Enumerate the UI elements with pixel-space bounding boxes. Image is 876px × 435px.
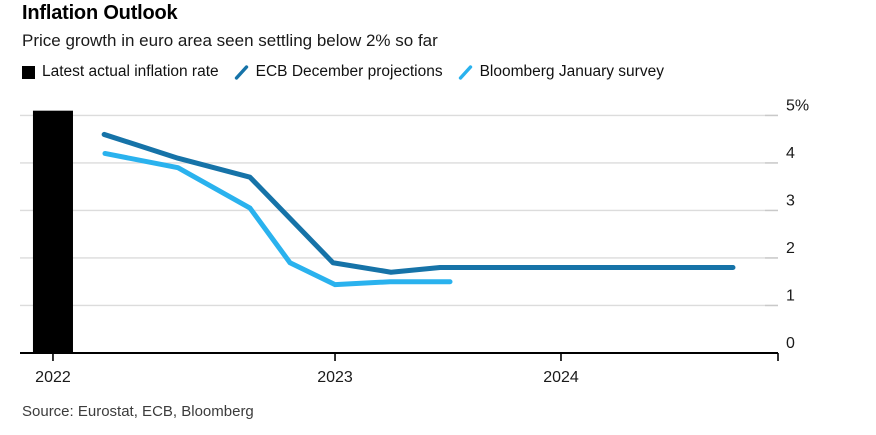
y-axis-label-5: 5%	[786, 97, 809, 114]
dark-blue-slash-icon	[234, 64, 248, 80]
x-axis-label-2022: 2022	[35, 369, 71, 386]
legend-item-survey: Bloomberg January survey	[458, 63, 664, 81]
ecb-projection-line	[101, 131, 736, 275]
source-note: Source: Eurostat, ECB, Bloomberg	[22, 403, 254, 420]
chart-legend: Latest actual inflation rate ECB Decembe…	[22, 63, 664, 81]
y-axis-label-1: 1	[786, 287, 795, 304]
legend-item-actual: Latest actual inflation rate	[22, 63, 219, 81]
legend-label: Latest actual inflation rate	[42, 63, 219, 80]
actual-inflation-bar	[32, 110, 73, 353]
y-axis-label-0: 0	[786, 335, 795, 352]
page-title: Inflation Outlook	[22, 2, 178, 24]
black-square-icon	[22, 65, 35, 79]
chart-subtitle: Price growth in euro area seen settling …	[22, 31, 438, 50]
x-axis-label-2024: 2024	[543, 369, 579, 386]
legend-label: Bloomberg January survey	[479, 63, 664, 80]
y-axis-label-4: 4	[786, 145, 795, 162]
y-axis-label-2: 2	[786, 240, 795, 257]
light-blue-slash-icon	[458, 64, 472, 80]
legend-item-ecb: ECB December projections	[234, 63, 443, 81]
legend-label: ECB December projections	[255, 63, 443, 80]
bloomberg-survey-line	[102, 150, 453, 288]
y-axis-label-3: 3	[786, 192, 795, 209]
x-axis-label-2023: 2023	[317, 369, 353, 386]
